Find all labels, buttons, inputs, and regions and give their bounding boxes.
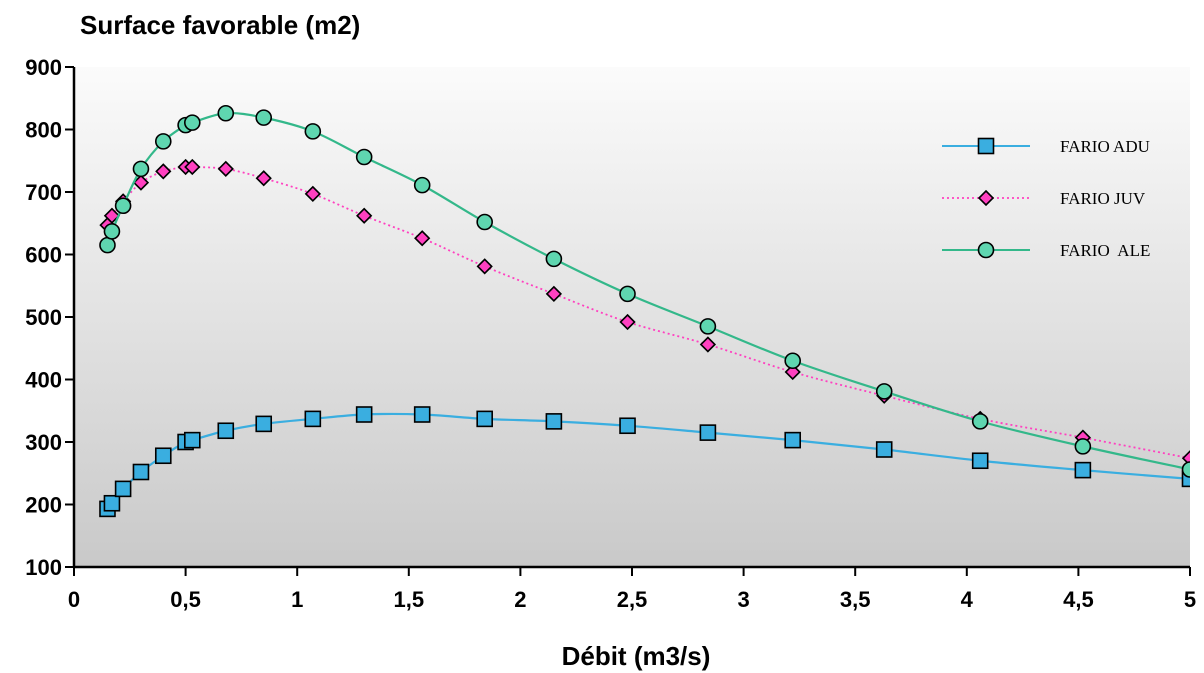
x-tick-label: 3: [737, 587, 749, 612]
data-point-diamond: [155, 163, 172, 180]
x-tick-label: 4: [961, 587, 974, 612]
data-point-square: [413, 406, 431, 423]
data-point-square: [132, 463, 150, 481]
x-tick-label: 4,5: [1063, 587, 1094, 612]
y-tick-label: 200: [25, 493, 62, 518]
data-point-diamond: [619, 313, 636, 331]
data-point-circle: [971, 413, 989, 430]
data-point-diamond: [132, 174, 150, 191]
data-point-diamond: [255, 170, 272, 187]
y-axis-title: Surface favorable (m2): [80, 10, 360, 40]
data-point-square: [114, 480, 132, 498]
legend-item: FARIO ALE: [942, 241, 1150, 260]
series-fario-ale: [99, 104, 1190, 478]
y-tick-label: 400: [25, 368, 62, 393]
x-tick-label: 1,5: [394, 587, 425, 612]
y-tick-label: 900: [25, 55, 62, 80]
data-point-diamond: [699, 336, 717, 353]
data-point-circle: [1074, 438, 1092, 455]
data-point-diamond: [476, 258, 493, 275]
data-point-square: [154, 447, 172, 465]
legend-label: FARIO ALE: [1060, 241, 1150, 260]
data-point-square: [304, 410, 322, 428]
x-tick-label: 5: [1184, 587, 1196, 612]
data-point-circle: [217, 104, 235, 122]
x-tick-label: 3,5: [840, 587, 871, 612]
legend-marker-diamond: [977, 189, 995, 207]
data-point-square: [971, 452, 989, 470]
data-point-square: [619, 417, 636, 435]
data-point-circle: [304, 123, 322, 140]
y-tick-label: 100: [25, 555, 62, 580]
data-point-circle: [355, 148, 373, 166]
data-point-diamond: [184, 158, 201, 176]
data-point-diamond: [545, 285, 563, 303]
data-point-diamond: [217, 160, 234, 178]
legend-item: FARIO ADU: [942, 137, 1150, 156]
legend-item: FARIO JUV: [942, 189, 1146, 208]
data-point-diamond: [304, 185, 321, 203]
data-point-square: [545, 413, 563, 430]
series-group: [99, 104, 1190, 518]
data-point-square: [1181, 470, 1190, 488]
data-point-circle: [619, 285, 636, 303]
y-tick-label: 500: [25, 305, 62, 330]
data-point-circle: [183, 114, 201, 131]
data-point-square: [476, 410, 493, 428]
x-tick-label: 1: [291, 587, 303, 612]
legend-marker-square: [977, 137, 995, 155]
x-tick-label: 0,5: [170, 587, 201, 612]
data-point-circle: [875, 383, 893, 400]
y-tick-label: 600: [25, 243, 62, 268]
x-tick-label: 0: [68, 587, 80, 612]
legend: FARIO ADU FARIO JUV FARIO ALE: [942, 137, 1150, 260]
data-point-square: [1074, 461, 1092, 479]
data-point-square: [875, 441, 893, 458]
series-fario-adu: [99, 406, 1190, 518]
y-tick-label: 700: [25, 180, 62, 205]
data-point-diamond: [784, 363, 801, 381]
axis-ticks: 100 200 300 400 500 600 700 800 900 0 0,5 1 1,5 2 2,5 3…: [25, 55, 1196, 612]
data-point-circle: [103, 223, 121, 240]
data-point-diamond: [414, 230, 431, 247]
data-point-circle: [114, 197, 132, 215]
data-point-square: [355, 406, 373, 423]
series-line: [106, 412, 1190, 510]
legend-marker-circle: [977, 241, 995, 259]
data-point-square: [699, 424, 717, 441]
data-point-square: [183, 431, 201, 449]
legend-label: FARIO JUV: [1060, 189, 1146, 208]
data-point-square: [784, 431, 802, 449]
data-point-circle: [99, 236, 116, 254]
series-line: [106, 165, 1190, 460]
x-axis-title: Débit (m3/s): [562, 641, 711, 671]
data-point-circle: [699, 318, 717, 335]
x-tick-label: 2: [514, 587, 526, 612]
legend-label: FARIO ADU: [1060, 137, 1150, 156]
data-point-circle: [784, 352, 802, 370]
x-tick-label: 2,5: [617, 587, 648, 612]
y-tick-label: 800: [25, 118, 62, 143]
data-point-circle: [132, 160, 150, 178]
data-point-circle: [476, 213, 493, 231]
data-point-square: [217, 422, 235, 440]
y-tick-label: 300: [25, 430, 62, 455]
data-point-square: [103, 494, 121, 512]
data-point-circle: [413, 176, 431, 194]
data-point-diamond: [356, 207, 373, 224]
data-point-diamond: [103, 207, 121, 224]
data-point-circle: [255, 109, 273, 126]
data-point-square: [255, 415, 273, 433]
data-point-circle: [1181, 461, 1190, 478]
data-point-circle: [545, 250, 563, 268]
plot-background: [74, 67, 1190, 567]
data-point-circle: [154, 133, 172, 150]
